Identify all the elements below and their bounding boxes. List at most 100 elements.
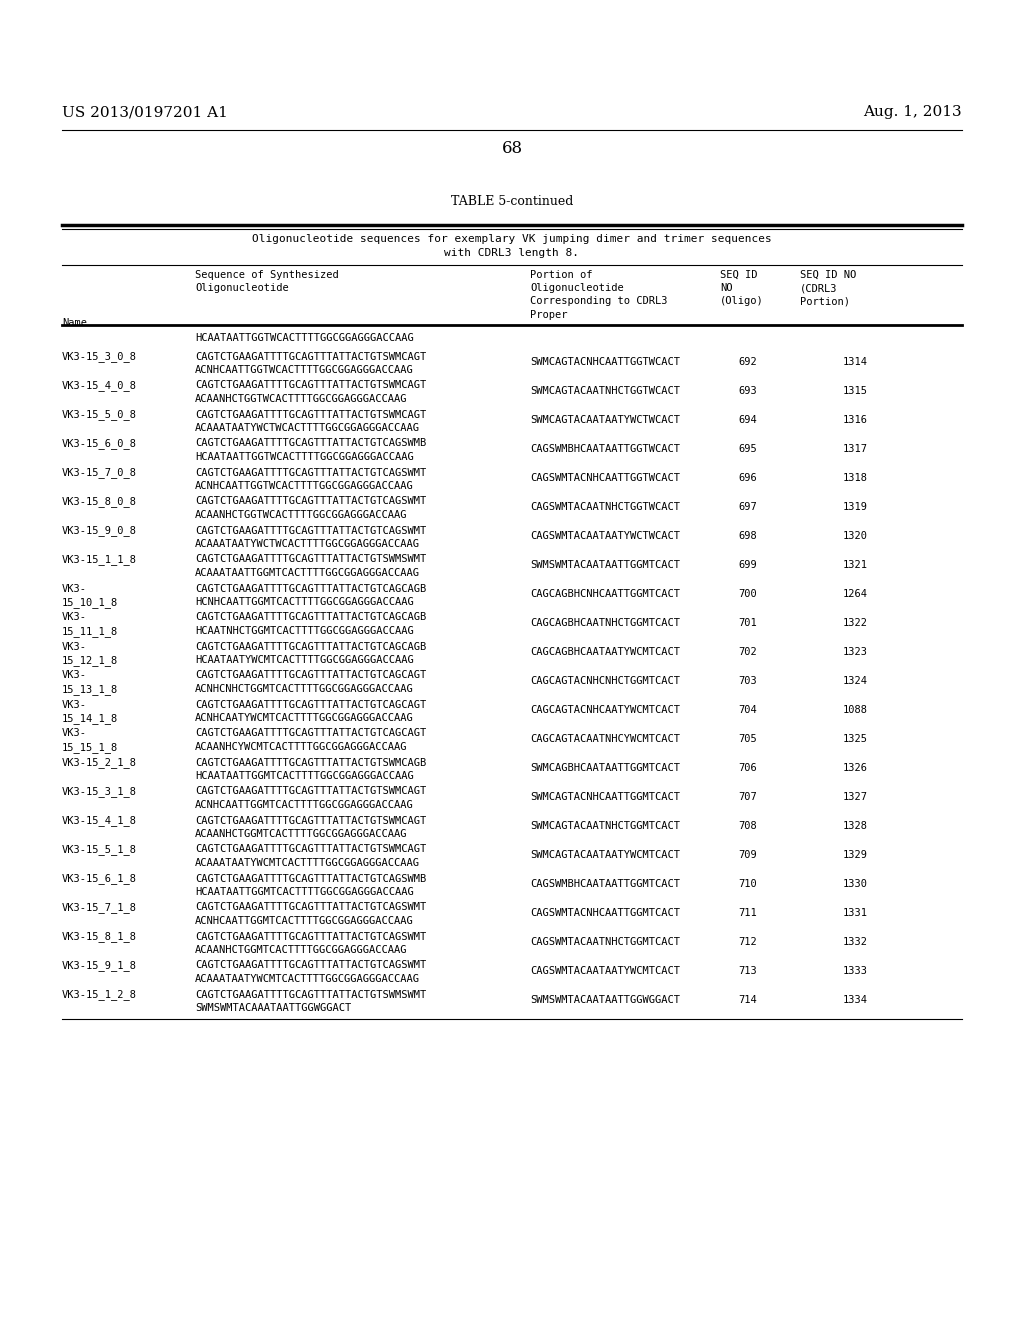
Text: VK3-15_5_1_8: VK3-15_5_1_8 xyxy=(62,845,137,855)
Text: CAGCAGBHCAATAATYWCMTCACT: CAGCAGBHCAATAATYWCMTCACT xyxy=(530,647,680,657)
Text: US 2013/0197201 A1: US 2013/0197201 A1 xyxy=(62,106,228,119)
Text: 1314: 1314 xyxy=(843,356,867,367)
Text: 707: 707 xyxy=(738,792,758,801)
Text: 1088: 1088 xyxy=(843,705,867,714)
Text: SWMCAGTACAATNHCTGGTWCACT: SWMCAGTACAATNHCTGGTWCACT xyxy=(530,385,680,396)
Text: TABLE 5-continued: TABLE 5-continued xyxy=(451,195,573,209)
Text: VK3-15_6_0_8: VK3-15_6_0_8 xyxy=(62,438,137,449)
Text: CAGTCTGAAGATTTTGCAGTTTATTACTGTCAGSWMT
ACAAATAATYWCTWCACTTTTGGCGGAGGGACCAAG: CAGTCTGAAGATTTTGCAGTTTATTACTGTCAGSWMT AC… xyxy=(195,525,426,549)
Text: 702: 702 xyxy=(738,647,758,657)
Text: CAGTCTGAAGATTTTGCAGTTTATTACTGTCAGSWMT
ACAANHCTGGTWCACTTTTGGCGGAGGGACCAAG: CAGTCTGAAGATTTTGCAGTTTATTACTGTCAGSWMT AC… xyxy=(195,496,426,520)
Text: SWMCAGTACNHCAATTGGTWCACT: SWMCAGTACNHCAATTGGTWCACT xyxy=(530,356,680,367)
Text: CAGCAGTACNHCNHCTGGMTCACT: CAGCAGTACNHCNHCTGGMTCACT xyxy=(530,676,680,686)
Text: 1332: 1332 xyxy=(843,937,867,946)
Text: CAGSWMBHCAATAATTGGMTCACT: CAGSWMBHCAATAATTGGMTCACT xyxy=(530,879,680,888)
Text: 694: 694 xyxy=(738,414,758,425)
Text: CAGTCTGAAGATTTTGCAGTTTATTACTGTSWMCAGT
ACNHCAATTGGTWCACTTTTGGCGGAGGGACCAAG: CAGTCTGAAGATTTTGCAGTTTATTACTGTSWMCAGT AC… xyxy=(195,351,426,375)
Text: VK3-15_8_0_8: VK3-15_8_0_8 xyxy=(62,496,137,507)
Text: SWMCAGTACAATAATYWCTWCACT: SWMCAGTACAATAATYWCTWCACT xyxy=(530,414,680,425)
Text: SWMCAGBHCAATAATTGGMTCACT: SWMCAGBHCAATAATTGGMTCACT xyxy=(530,763,680,772)
Text: 1325: 1325 xyxy=(843,734,867,743)
Text: CAGTCTGAAGATTTTGCAGTTTATTACTGTCAGSWMT
ACNHCAATTGGTWCACTTTTGGCGGAGGGACCAAG: CAGTCTGAAGATTTTGCAGTTTATTACTGTCAGSWMT AC… xyxy=(195,467,426,491)
Text: VK3-
15_14_1_8: VK3- 15_14_1_8 xyxy=(62,700,118,723)
Text: CAGSWMBHCAATAATTGGTWCACT: CAGSWMBHCAATAATTGGTWCACT xyxy=(530,444,680,454)
Text: VK3-15_2_1_8: VK3-15_2_1_8 xyxy=(62,758,137,768)
Text: 1318: 1318 xyxy=(843,473,867,483)
Text: CAGCAGBHCNHCAATTGGMTCACT: CAGCAGBHCNHCAATTGGMTCACT xyxy=(530,589,680,599)
Text: 68: 68 xyxy=(502,140,522,157)
Text: CAGCAGBHCAATNHCTGGMTCACT: CAGCAGBHCAATNHCTGGMTCACT xyxy=(530,618,680,628)
Text: Name: Name xyxy=(62,318,87,327)
Text: 1330: 1330 xyxy=(843,879,867,888)
Text: VK3-15_3_0_8: VK3-15_3_0_8 xyxy=(62,351,137,363)
Text: CAGTCTGAAGATTTTGCAGTTTATTACTGTSWMCAGT
ACAAATAATYWCTWCACTTTTGGCGGAGGGACCAAG: CAGTCTGAAGATTTTGCAGTTTATTACTGTSWMCAGT AC… xyxy=(195,409,426,433)
Text: 1315: 1315 xyxy=(843,385,867,396)
Text: 701: 701 xyxy=(738,618,758,628)
Text: 1321: 1321 xyxy=(843,560,867,570)
Text: 1317: 1317 xyxy=(843,444,867,454)
Text: VK3-
15_11_1_8: VK3- 15_11_1_8 xyxy=(62,612,118,636)
Text: 697: 697 xyxy=(738,502,758,512)
Text: 696: 696 xyxy=(738,473,758,483)
Text: CAGTCTGAAGATTTTGCAGTTTATTACTGTCAGCAGT
ACNHCNHCTGGMTCACTTTTGGCGGAGGGACCAAG: CAGTCTGAAGATTTTGCAGTTTATTACTGTCAGCAGT AC… xyxy=(195,671,426,694)
Text: 708: 708 xyxy=(738,821,758,830)
Text: CAGSWMTACNHCAATTGGTWCACT: CAGSWMTACNHCAATTGGTWCACT xyxy=(530,473,680,483)
Text: CAGTCTGAAGATTTTGCAGTTTATTACTGTSWMSWMT
ACAAATAATTGGMTCACTTTTGGCGGAGGGACCAAG: CAGTCTGAAGATTTTGCAGTTTATTACTGTSWMSWMT AC… xyxy=(195,554,426,578)
Text: VK3-15_9_1_8: VK3-15_9_1_8 xyxy=(62,961,137,972)
Text: CAGTCTGAAGATTTTGCAGTTTATTACTGTSWMCAGB
HCAATAATTGGMTCACTTTTGGCGGAGGGACCAAG: CAGTCTGAAGATTTTGCAGTTTATTACTGTSWMCAGB HC… xyxy=(195,758,426,780)
Text: CAGCAGTACNHCAATYWCMTCACT: CAGCAGTACNHCAATYWCMTCACT xyxy=(530,705,680,714)
Text: 706: 706 xyxy=(738,763,758,772)
Text: 1334: 1334 xyxy=(843,995,867,1005)
Text: VK3-
15_13_1_8: VK3- 15_13_1_8 xyxy=(62,671,118,694)
Text: CAGSWMTACAATAATYWCMTCACT: CAGSWMTACAATAATYWCMTCACT xyxy=(530,966,680,975)
Text: VK3-15_3_1_8: VK3-15_3_1_8 xyxy=(62,787,137,797)
Text: SWMSWMTACAATAATTGGWGGACT: SWMSWMTACAATAATTGGWGGACT xyxy=(530,995,680,1005)
Text: CAGSWMTACAATNHCTGGTWCACT: CAGSWMTACAATNHCTGGTWCACT xyxy=(530,502,680,512)
Text: 710: 710 xyxy=(738,879,758,888)
Text: with CDRL3 length 8.: with CDRL3 length 8. xyxy=(444,248,580,257)
Text: CAGTCTGAAGATTTTGCAGTTTATTACTGTSWMCAGT
ACNHCAATTGGMTCACTTTTGGCGGAGGGACCAAG: CAGTCTGAAGATTTTGCAGTTTATTACTGTSWMCAGT AC… xyxy=(195,787,426,809)
Text: 1331: 1331 xyxy=(843,908,867,917)
Text: VK3-
15_10_1_8: VK3- 15_10_1_8 xyxy=(62,583,118,607)
Text: 713: 713 xyxy=(738,966,758,975)
Text: 704: 704 xyxy=(738,705,758,714)
Text: Oligonucleotide sequences for exemplary VK jumping dimer and trimer sequences: Oligonucleotide sequences for exemplary … xyxy=(252,234,772,244)
Text: 1329: 1329 xyxy=(843,850,867,859)
Text: 711: 711 xyxy=(738,908,758,917)
Text: 693: 693 xyxy=(738,385,758,396)
Text: Aug. 1, 2013: Aug. 1, 2013 xyxy=(863,106,962,119)
Text: 1327: 1327 xyxy=(843,792,867,801)
Text: 1316: 1316 xyxy=(843,414,867,425)
Text: 700: 700 xyxy=(738,589,758,599)
Text: CAGTCTGAAGATTTTGCAGTTTATTACTGTCAGCAGB
HCAATAATYWCMTCACTTTTGGCGGAGGGACCAAG: CAGTCTGAAGATTTTGCAGTTTATTACTGTCAGCAGB HC… xyxy=(195,642,426,665)
Text: 703: 703 xyxy=(738,676,758,686)
Text: CAGTCTGAAGATTTTGCAGTTTATTACTGTCAGCAGB
HCNHCAATTGGMTCACTTTTGGCGGAGGGACCAAG: CAGTCTGAAGATTTTGCAGTTTATTACTGTCAGCAGB HC… xyxy=(195,583,426,607)
Text: CAGTCTGAAGATTTTGCAGTTTATTACTGTCAGSWMB
HCAATAATTGGMTCACTTTTGGCGGAGGGACCAAG: CAGTCTGAAGATTTTGCAGTTTATTACTGTCAGSWMB HC… xyxy=(195,874,426,896)
Text: VK3-15_4_1_8: VK3-15_4_1_8 xyxy=(62,816,137,826)
Text: 705: 705 xyxy=(738,734,758,743)
Text: 1324: 1324 xyxy=(843,676,867,686)
Text: SWMCAGTACAATAATYWCMTCACT: SWMCAGTACAATAATYWCMTCACT xyxy=(530,850,680,859)
Text: CAGCAGTACAATNHCYWCMTCACT: CAGCAGTACAATNHCYWCMTCACT xyxy=(530,734,680,743)
Text: SEQ ID NO
(CDRL3
Portion): SEQ ID NO (CDRL3 Portion) xyxy=(800,271,856,306)
Text: VK3-
15_12_1_8: VK3- 15_12_1_8 xyxy=(62,642,118,665)
Text: SWMSWMTACAATAATTGGMTCACT: SWMSWMTACAATAATTGGMTCACT xyxy=(530,560,680,570)
Text: 712: 712 xyxy=(738,937,758,946)
Text: CAGTCTGAAGATTTTGCAGTTTATTACTGTCAGSWMB
HCAATAATTGGTWCACTTTTGGCGGAGGGACCAAG: CAGTCTGAAGATTTTGCAGTTTATTACTGTCAGSWMB HC… xyxy=(195,438,426,462)
Text: 1319: 1319 xyxy=(843,502,867,512)
Text: 1328: 1328 xyxy=(843,821,867,830)
Text: VK3-15_5_0_8: VK3-15_5_0_8 xyxy=(62,409,137,420)
Text: 692: 692 xyxy=(738,356,758,367)
Text: VK3-15_8_1_8: VK3-15_8_1_8 xyxy=(62,932,137,942)
Text: HCAATAATTGGTWCACTTTTGGCGGAGGGACCAAG: HCAATAATTGGTWCACTTTTGGCGGAGGGACCAAG xyxy=(195,333,414,343)
Text: Portion of
Oligonucleotide
Corresponding to CDRL3
Proper: Portion of Oligonucleotide Corresponding… xyxy=(530,271,668,319)
Text: SWMCAGTACNHCAATTGGMTCACT: SWMCAGTACNHCAATTGGMTCACT xyxy=(530,792,680,801)
Text: 709: 709 xyxy=(738,850,758,859)
Text: VK3-15_6_1_8: VK3-15_6_1_8 xyxy=(62,874,137,884)
Text: 1320: 1320 xyxy=(843,531,867,541)
Text: 714: 714 xyxy=(738,995,758,1005)
Text: 1333: 1333 xyxy=(843,966,867,975)
Text: CAGTCTGAAGATTTTGCAGTTTATTACTGTCAGCAGT
ACAANHCYWCMTCACTTTTGGCGGAGGGACCAAG: CAGTCTGAAGATTTTGCAGTTTATTACTGTCAGCAGT AC… xyxy=(195,729,426,751)
Text: CAGSWMTACAATAATYWCTWCACT: CAGSWMTACAATAATYWCTWCACT xyxy=(530,531,680,541)
Text: VK3-15_1_1_8: VK3-15_1_1_8 xyxy=(62,554,137,565)
